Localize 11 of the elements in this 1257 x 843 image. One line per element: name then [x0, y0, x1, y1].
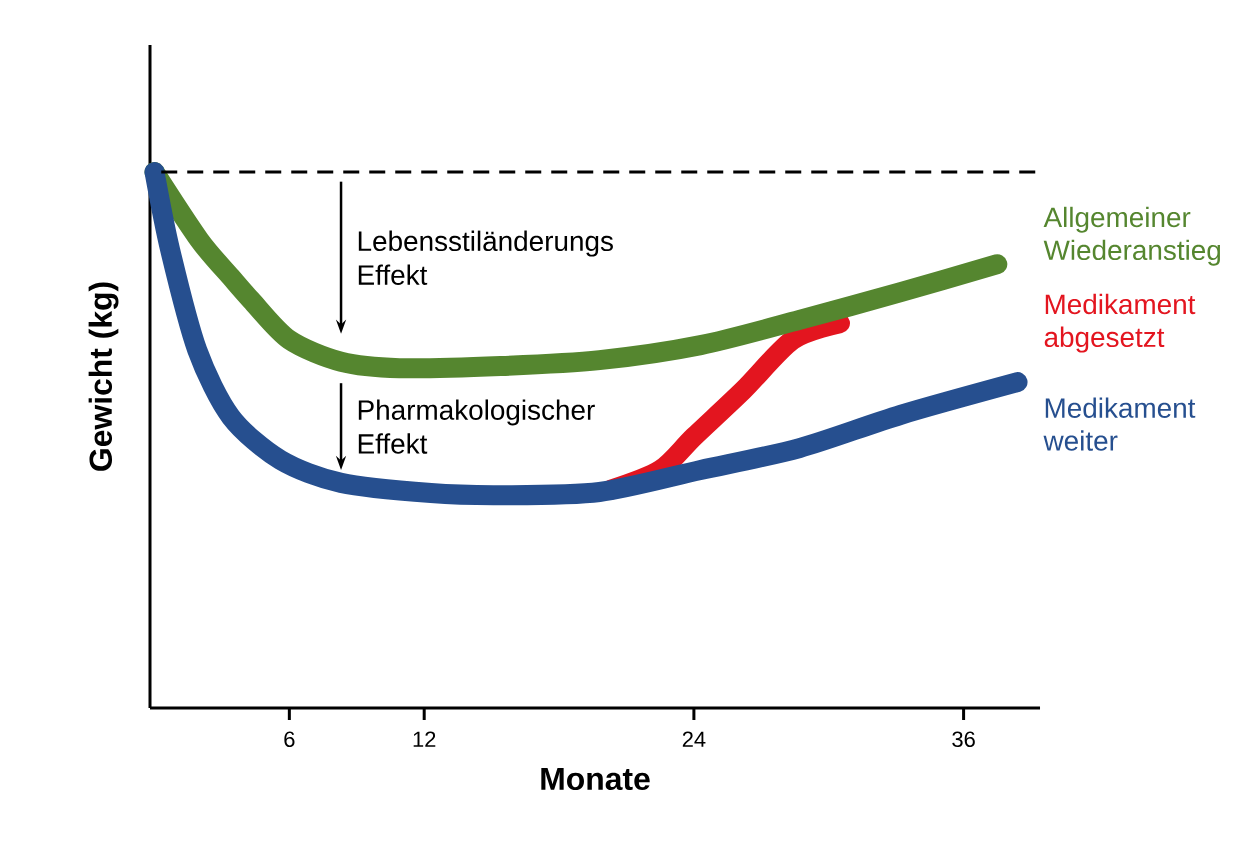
series-label: Allgemeiner Wiederanstieg: [1043, 206, 1221, 266]
y-axis-title: Gewicht (kg): [88, 282, 119, 471]
annotation: Lebensstiländerungs Effekt: [358, 230, 613, 285]
x-axis-title: Monate: [541, 767, 650, 791]
x-tick-label: 6: [284, 731, 295, 748]
text: Medikament abgesetzt: [1044, 293, 1196, 353]
x-tick-label: 36: [952, 731, 975, 748]
x-tick-label: 12: [413, 731, 436, 747]
x-tick-label: 24: [682, 731, 706, 747]
series-label: Medikament weiter: [1043, 397, 1196, 451]
annotation: Pharmakologischer Effekt: [358, 399, 595, 454]
